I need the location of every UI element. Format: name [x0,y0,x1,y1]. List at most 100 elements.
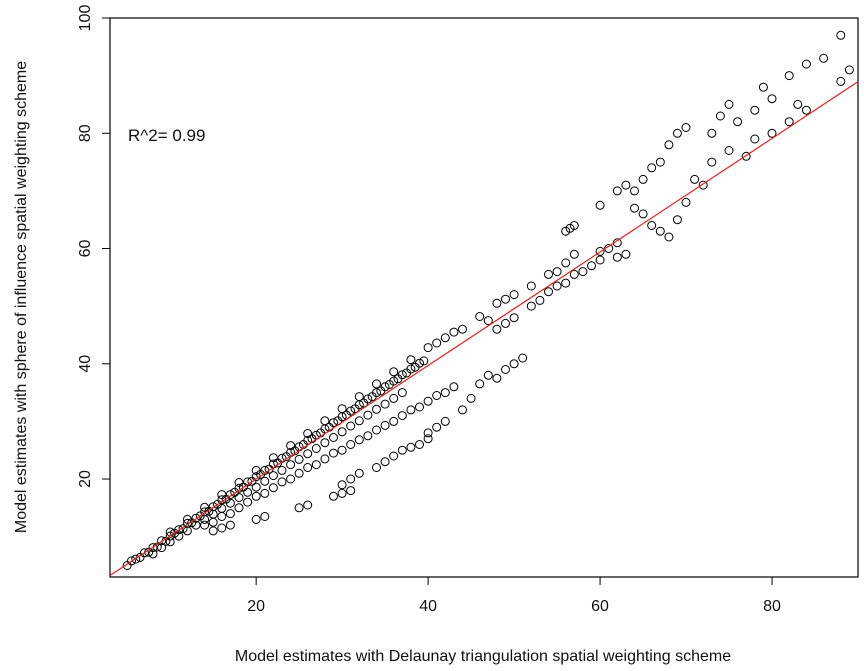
data-point [208,517,218,527]
data-point [389,393,399,403]
data-point [578,267,588,277]
data-point [612,186,622,196]
data-point [286,441,296,451]
x-tick-label: 20 [247,598,265,615]
data-point [380,457,390,467]
data-point [294,454,304,464]
data-point [380,420,390,430]
data-point [621,180,631,190]
data-point [397,411,407,421]
data-point [397,388,407,398]
data-point [819,53,829,63]
data-point [419,356,429,366]
data-point [208,526,218,536]
data-point [286,460,296,470]
data-point [389,416,399,426]
r-squared-annotation: R^2= 0.99 [128,126,205,145]
data-point [363,394,373,404]
data-point [234,503,244,513]
data-point [458,324,467,334]
data-point [750,105,760,115]
data-point [217,523,227,533]
data-point [440,416,450,426]
data-point [432,391,442,400]
data-point [148,549,158,559]
data-point [243,497,253,507]
data-point [372,463,381,472]
data-point [509,313,519,323]
data-point [320,454,330,464]
data-point [294,503,304,513]
data-point [337,427,347,437]
data-point [501,318,510,328]
data-point [423,343,433,353]
data-point [174,531,184,541]
data-point [406,355,416,365]
data-point [415,402,424,412]
data-point [286,474,296,484]
data-point [268,483,278,493]
data-point [354,435,364,445]
data-point [243,487,253,497]
data-point [509,359,519,369]
data-point [165,537,175,547]
data-point [526,281,536,291]
x-tick-label: 80 [763,598,781,615]
data-point [157,536,167,546]
data-point [492,373,502,383]
data-point [406,442,416,452]
data-point [127,556,136,566]
data-point [380,399,390,409]
data-point [320,438,330,448]
data-point [389,376,399,386]
data-point [483,316,493,326]
data-point [664,140,674,150]
data-point [544,269,553,279]
data-point [647,163,657,173]
data-point [449,382,459,392]
data-point [432,338,442,348]
data-point [303,500,313,510]
data-point [569,269,579,279]
data-point [844,65,854,75]
data-point [234,478,244,487]
data-point [638,209,648,219]
data-point [440,333,450,343]
data-point [225,509,235,519]
data-point [346,421,356,431]
data-point [552,281,562,291]
data-point [251,514,261,524]
data-point [303,463,313,472]
y-tick-label: 60 [77,240,94,258]
data-point [363,410,373,420]
data-point [750,134,760,144]
data-point [501,294,510,304]
data-point [595,200,605,210]
data-point [475,312,485,321]
data-point [329,448,338,458]
data-point [131,554,141,564]
data-point [354,468,364,478]
data-point [191,520,201,530]
data-point [612,252,622,262]
data-point [182,526,192,536]
data-point [397,370,407,380]
data-point [303,449,313,459]
data-point [492,298,502,308]
data-point [329,491,338,501]
data-point [535,295,545,305]
data-point [767,94,777,104]
data-point [561,258,571,268]
data-point [836,30,846,40]
data-point [277,465,287,475]
x-axis-ticks: 20 40 60 80 [247,577,781,615]
data-point [698,180,708,190]
data-point [260,512,270,521]
data-point [354,416,364,426]
data-point [346,440,356,449]
data-point [311,460,321,470]
data-point [458,405,467,415]
data-point [518,353,528,363]
data-point [681,123,691,132]
data-point [337,480,347,490]
